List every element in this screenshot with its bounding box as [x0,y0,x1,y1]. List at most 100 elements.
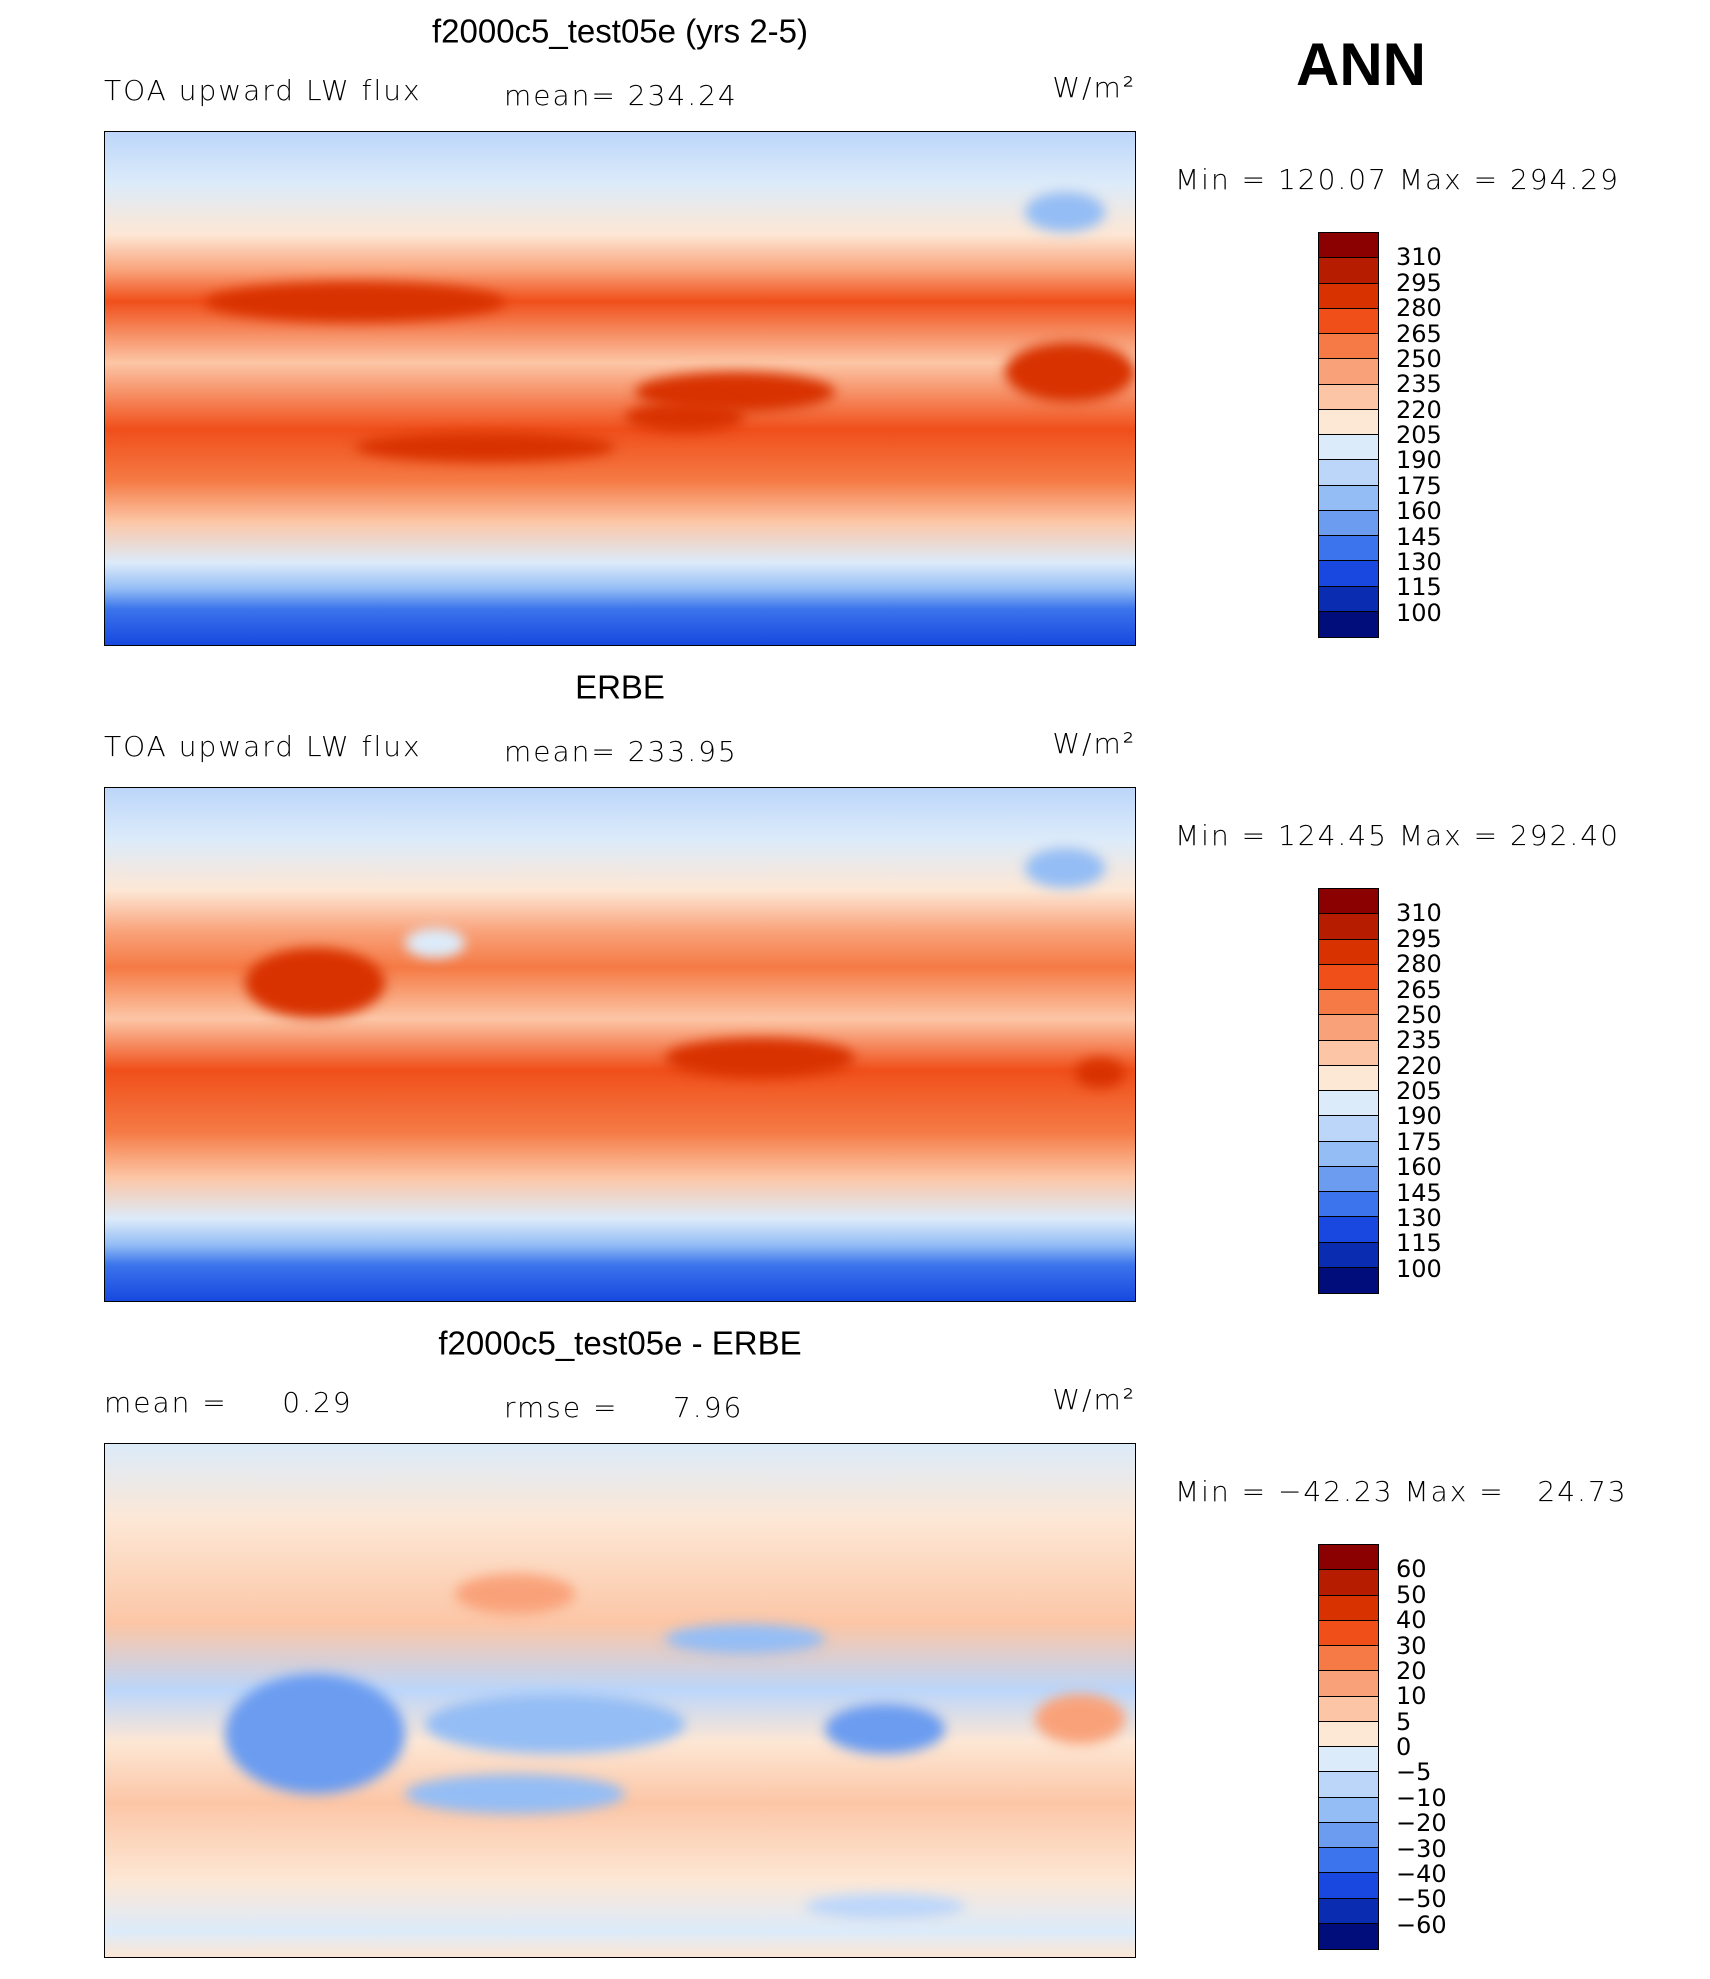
colorbar-box [1319,1772,1378,1798]
range-label: Min = 120.07 Max = 294.29 [1175,163,1620,196]
colorbar-box [1319,1848,1378,1874]
colorbar-box [1319,536,1378,562]
left-label: mean = 0.29 [104,1386,353,1419]
colorbar-box [1319,1116,1378,1142]
colorbar-box [1319,611,1378,637]
colorbar-label: 205 [1396,421,1442,449]
colorbar-label: 130 [1396,1203,1442,1232]
colorbar-box [1319,308,1378,334]
colorbar-label: 310 [1396,243,1442,272]
colorbar-box [1319,1242,1378,1268]
map-field [1025,192,1105,232]
colorbar-box [1319,1747,1378,1773]
colorbar-box [1319,586,1378,612]
map [104,787,1136,1302]
colorbar-label: 0 [1396,1733,1412,1761]
colorbar-box [1319,283,1378,309]
colorbar-label: −5 [1396,1758,1432,1787]
range-label: Min = −42.23 Max = 24.73 [1175,1475,1628,1508]
colorbar-label: 145 [1396,1178,1442,1207]
map [104,1443,1136,1958]
colorbar-box [1319,1595,1378,1621]
middle-label: mean= 234.24 [504,79,738,112]
colorbar-label: 280 [1396,294,1442,323]
colorbar-box [1319,384,1378,410]
colorbar-box [1319,964,1378,990]
colorbar-box [1319,1570,1378,1596]
colorbar-box [1319,1065,1378,1091]
colorbar-box [1319,435,1378,461]
colorbar-label: 175 [1396,471,1442,500]
colorbar-box [1319,889,1378,915]
map-field [455,1574,575,1614]
map-field [205,282,505,322]
colorbar-label: 130 [1396,547,1442,576]
colorbar-box [1319,1822,1378,1848]
colorbar-box [1319,1015,1378,1041]
colorbar-box [1319,359,1378,385]
colorbar-box [1319,1217,1378,1243]
colorbar-box [1319,510,1378,536]
colorbar [1318,1544,1379,1950]
left-label: TOA upward LW flux [104,730,422,763]
colorbar-label: 190 [1396,1102,1442,1131]
map-field [425,1694,685,1754]
colorbar-box [1319,233,1378,259]
map-field [805,1894,965,1919]
colorbar-label: 5 [1396,1707,1412,1736]
colorbar-box [1319,1141,1378,1167]
colorbar-box [1319,1545,1378,1571]
map-field [825,1704,945,1754]
colorbar-label: 250 [1396,1000,1442,1029]
colorbar-box [1319,258,1378,284]
colorbar-box [1319,1696,1378,1722]
map-field [405,928,465,958]
map-field [665,1624,825,1654]
colorbar-label: 160 [1396,497,1442,526]
colorbar-label: 175 [1396,1127,1442,1156]
colorbar-label: 145 [1396,522,1442,551]
colorbar-box [1319,1923,1378,1949]
colorbar-label: −20 [1396,1809,1447,1838]
colorbar-box [1319,1646,1378,1672]
panel-title: f2000c5_test05e - ERBE [438,1324,802,1362]
colorbar-label: 115 [1396,1229,1442,1258]
colorbar-box [1319,1671,1378,1697]
range-label: Min = 124.45 Max = 292.40 [1175,819,1620,852]
colorbar-box [1319,1166,1378,1192]
colorbar-box [1319,485,1378,511]
colorbar-box [1319,334,1378,360]
map-field [355,432,615,462]
colorbar-box [1319,1267,1378,1293]
units-label: W/m² [1052,1383,1136,1416]
colorbar-label: 160 [1396,1153,1442,1182]
colorbar-box [1319,561,1378,587]
colorbar-label: 30 [1396,1631,1427,1660]
colorbar-label: 250 [1396,344,1442,373]
colorbar-label: 295 [1396,268,1442,297]
units-label: W/m² [1052,727,1136,760]
colorbar-label: 40 [1396,1606,1427,1635]
panel-title: f2000c5_test05e (yrs 2-5) [431,12,809,50]
colorbar-label: 235 [1396,1026,1442,1055]
map-field [1075,1058,1125,1088]
colorbar-box [1319,939,1378,965]
map-field [625,402,745,432]
panel-title: ERBE [575,668,665,706]
colorbar-label: −60 [1396,1910,1447,1939]
map-field [245,948,385,1018]
colorbar-box [1319,460,1378,486]
colorbar-label: 265 [1396,975,1442,1004]
colorbar-label: 265 [1396,319,1442,348]
colorbar-label: −40 [1396,1859,1447,1888]
map-field [405,1774,625,1814]
colorbar-box [1319,914,1378,940]
colorbar-label: 115 [1396,573,1442,602]
colorbar-label: 10 [1396,1682,1427,1711]
map [104,131,1136,646]
map-field [665,1038,855,1078]
colorbar-label: 220 [1396,1051,1442,1080]
colorbar-label: 20 [1396,1656,1427,1685]
colorbar-box [1319,1192,1378,1218]
